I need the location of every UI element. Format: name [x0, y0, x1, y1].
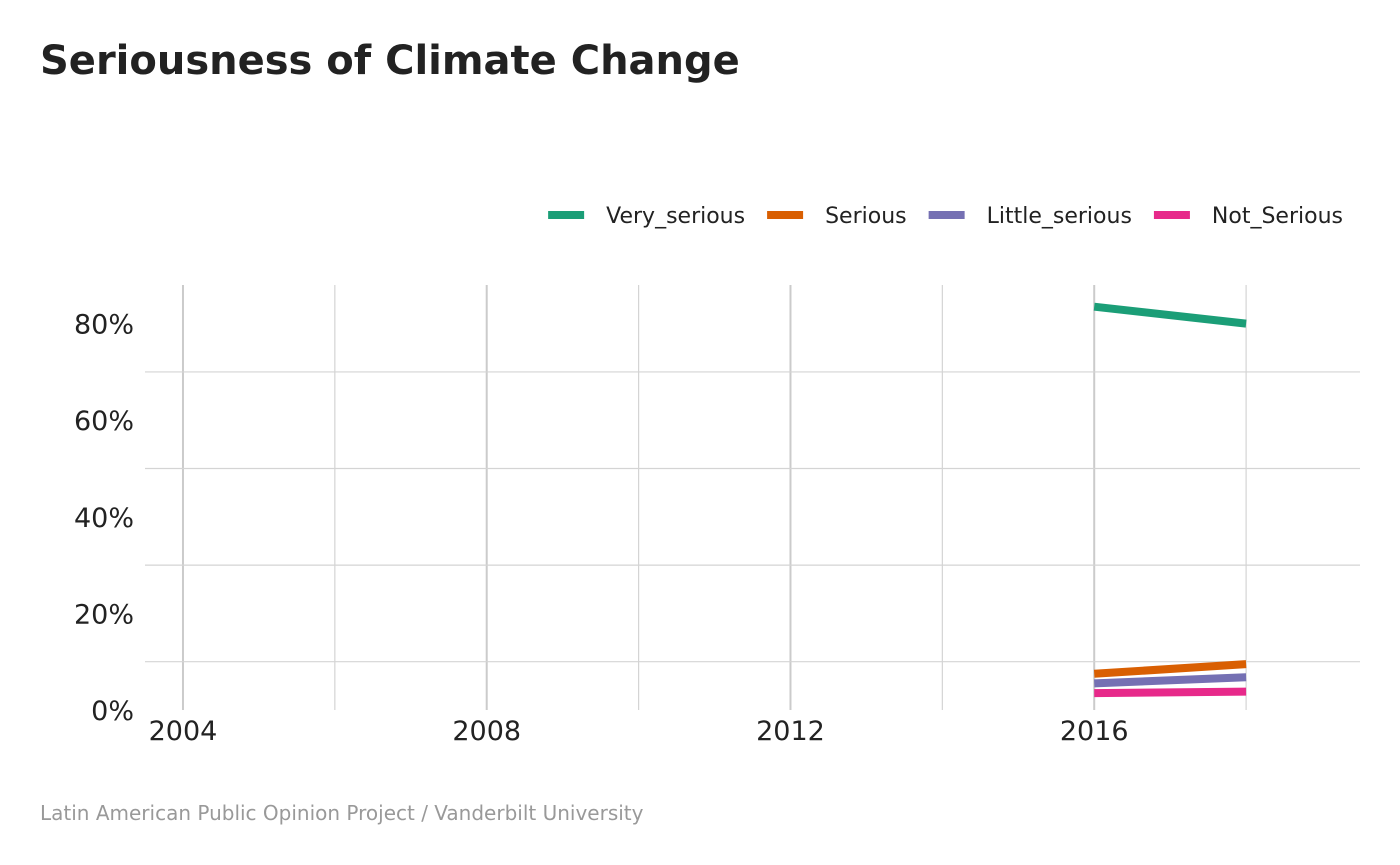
- legend-label-not-serious: Not_Serious: [1212, 204, 1343, 229]
- series-line-very-serious: [1093, 302, 1247, 328]
- grid: [145, 285, 1360, 710]
- legend: Not_Serious Little_serious Serious Very_ser…: [548, 204, 1343, 229]
- legend-label-very-serious: Very_serious: [606, 204, 745, 229]
- x-tick-label: 2008: [452, 716, 521, 747]
- y-tick-label: 60%: [74, 406, 134, 437]
- y-tick-label: 20%: [74, 599, 134, 630]
- x-tick-label: 2016: [1060, 716, 1129, 747]
- series-line-not-serious: [1094, 687, 1247, 698]
- y-tick-label: 80%: [74, 310, 134, 341]
- x-tick-label: 2004: [149, 716, 218, 747]
- x-axis: 2004 2008 2012 2016: [149, 716, 1129, 747]
- y-tick-label: 0%: [91, 696, 134, 727]
- y-tick-label: 40%: [74, 503, 134, 534]
- series-group: [1093, 302, 1247, 698]
- x-tick-label: 2012: [756, 716, 825, 747]
- legend-label-little-serious: Little_serious: [987, 204, 1132, 229]
- chart-title: Seriousness of Climate Change: [40, 38, 740, 84]
- series-line-little-serious: [1094, 673, 1247, 688]
- chart-caption: Latin American Public Opinion Project / …: [40, 801, 644, 825]
- y-axis: 0% 20% 40% 60% 80%: [74, 310, 134, 727]
- legend-label-serious: Serious: [825, 204, 907, 229]
- series-line-serious: [1093, 660, 1247, 678]
